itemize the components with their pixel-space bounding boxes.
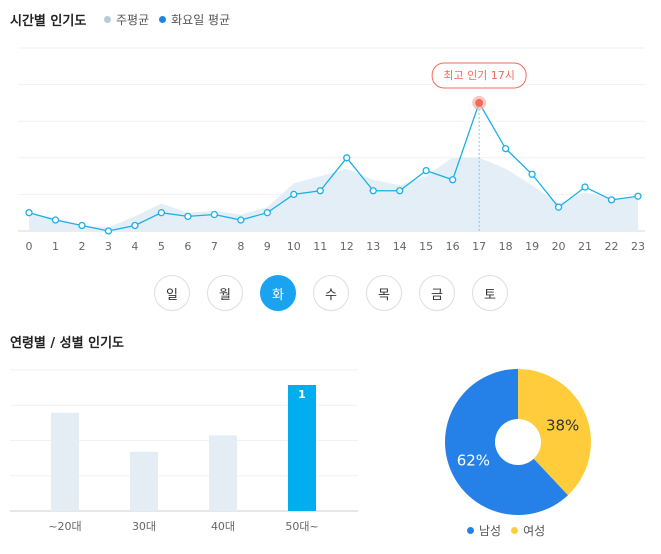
x-tick-label: 12 — [340, 240, 354, 253]
tuesday-average-line — [28, 101, 639, 232]
line-point[interactable] — [316, 187, 324, 195]
age-bar-chart: ~20대 30대 40대 1 50대~ — [10, 369, 358, 533]
line-point[interactable] — [263, 209, 271, 217]
day-tue-button[interactable]: 화 — [260, 275, 296, 311]
bar-category-label: 40대 — [211, 520, 235, 533]
x-tick-label: 21 — [578, 240, 592, 253]
x-tick-label: 18 — [499, 240, 513, 253]
pie-center-hole — [495, 419, 541, 465]
pie-percent-label: 62% — [457, 452, 490, 470]
x-tick-label: 22 — [605, 240, 619, 253]
gender-legend: 남성 여성 — [467, 522, 555, 539]
legend-tuesday-label: 화요일 평균 — [171, 13, 231, 27]
day-thu-button[interactable]: 목 — [366, 275, 402, 311]
x-tick-label: 11 — [313, 240, 327, 253]
line-point[interactable] — [343, 154, 351, 162]
line-point[interactable] — [157, 209, 166, 217]
age-bar[interactable] — [288, 385, 316, 511]
x-tick-label: 2 — [78, 240, 85, 253]
x-tick-label: 1 — [52, 240, 59, 253]
line-point[interactable] — [581, 183, 589, 191]
x-tick-label: 5 — [158, 240, 165, 253]
pie-percent-label: 38% — [546, 416, 579, 434]
legend-weekly-label: 주평균 — [116, 13, 150, 27]
line-point[interactable] — [501, 144, 510, 153]
bar-category-label: ~20대 — [48, 520, 81, 533]
day-wed-button[interactable]: 수 — [313, 275, 349, 311]
pie-slice[interactable] — [445, 369, 568, 515]
day-fri-button[interactable]: 금 — [419, 275, 455, 311]
line-point[interactable] — [449, 176, 457, 184]
x-tick-label: 3 — [105, 240, 112, 253]
day-sat-button[interactable]: 토 — [472, 275, 508, 311]
demographics-title: 연령별 / 성별 인기도 — [10, 336, 125, 351]
day-selector: 일 월 화 수 목 금 토 — [154, 275, 525, 311]
x-tick-label: 6 — [184, 240, 191, 253]
bar-category-label: 50대~ — [285, 520, 318, 533]
x-tick-label: 0 — [26, 240, 33, 253]
x-tick-label: 7 — [211, 240, 218, 253]
x-tick-label: 19 — [525, 240, 539, 253]
line-point[interactable] — [78, 221, 86, 230]
legend-female-dot — [511, 527, 519, 534]
hourly-title: 시간별 인기도 — [10, 14, 87, 29]
legend-male-dot — [467, 527, 474, 534]
line-point[interactable] — [528, 170, 536, 178]
line-point[interactable] — [554, 203, 563, 211]
pie-slice[interactable] — [518, 369, 591, 496]
peak-tooltip-label: 최고 인기 17시 — [443, 69, 515, 82]
line-point[interactable] — [104, 227, 113, 235]
bar-category-label: 30대 — [132, 520, 156, 533]
line-point[interactable] — [184, 212, 192, 221]
age-bar[interactable] — [130, 451, 158, 511]
line-point[interactable] — [210, 210, 218, 219]
peak-tooltip-box — [431, 62, 527, 89]
line-point[interactable] — [25, 209, 33, 217]
age-bar[interactable] — [209, 435, 237, 511]
line-point[interactable] — [131, 221, 139, 230]
legend-male-label: 남성 — [479, 524, 502, 538]
x-tick-label: 8 — [237, 240, 244, 253]
x-tick-label: 20 — [552, 240, 566, 253]
x-tick-label: 23 — [631, 240, 645, 253]
line-point[interactable] — [237, 216, 245, 224]
peak-point[interactable] — [475, 98, 484, 107]
x-tick-label: 10 — [287, 240, 301, 253]
day-mon-button[interactable]: 월 — [207, 275, 243, 311]
x-tick-label: 17 — [472, 240, 486, 253]
x-tick-label: 4 — [131, 240, 138, 253]
line-point[interactable] — [634, 192, 642, 200]
legend-male: 남성 — [467, 522, 501, 539]
hourly-line-chart: 0 1 2 3 4 5 6 7 8 9 10 11 12 13 14 15 16 17 18 19 20 21 22 23 최… — [18, 47, 645, 253]
day-sun-button[interactable]: 일 — [154, 275, 190, 311]
line-point[interactable] — [607, 196, 616, 204]
line-point[interactable] — [290, 190, 298, 199]
hourly-legend: 주평균 화요일 평균 — [104, 11, 240, 28]
legend-tuesday: 화요일 평균 — [159, 11, 230, 28]
legend-female: 여성 — [511, 522, 545, 539]
line-point[interactable] — [369, 187, 377, 195]
legend-tuesday-dot — [159, 16, 167, 23]
x-tick-label: 9 — [264, 240, 271, 253]
bar-rank-label: 1 — [298, 388, 306, 401]
x-tick-label: 14 — [393, 240, 407, 253]
line-point[interactable] — [51, 216, 60, 224]
x-tick-label: 15 — [419, 240, 433, 253]
peak-tooltip: 최고 인기 17시 — [431, 62, 527, 89]
legend-weekly-dot — [104, 16, 111, 23]
x-tick-label: 13 — [366, 240, 380, 253]
legend-weekly: 주평균 — [104, 11, 149, 28]
line-point[interactable] — [422, 166, 430, 175]
age-bar[interactable] — [51, 412, 79, 511]
weekly-average-area — [29, 157, 638, 231]
line-point[interactable] — [396, 187, 404, 195]
x-tick-label: 16 — [446, 240, 460, 253]
legend-female-label: 여성 — [523, 524, 546, 538]
